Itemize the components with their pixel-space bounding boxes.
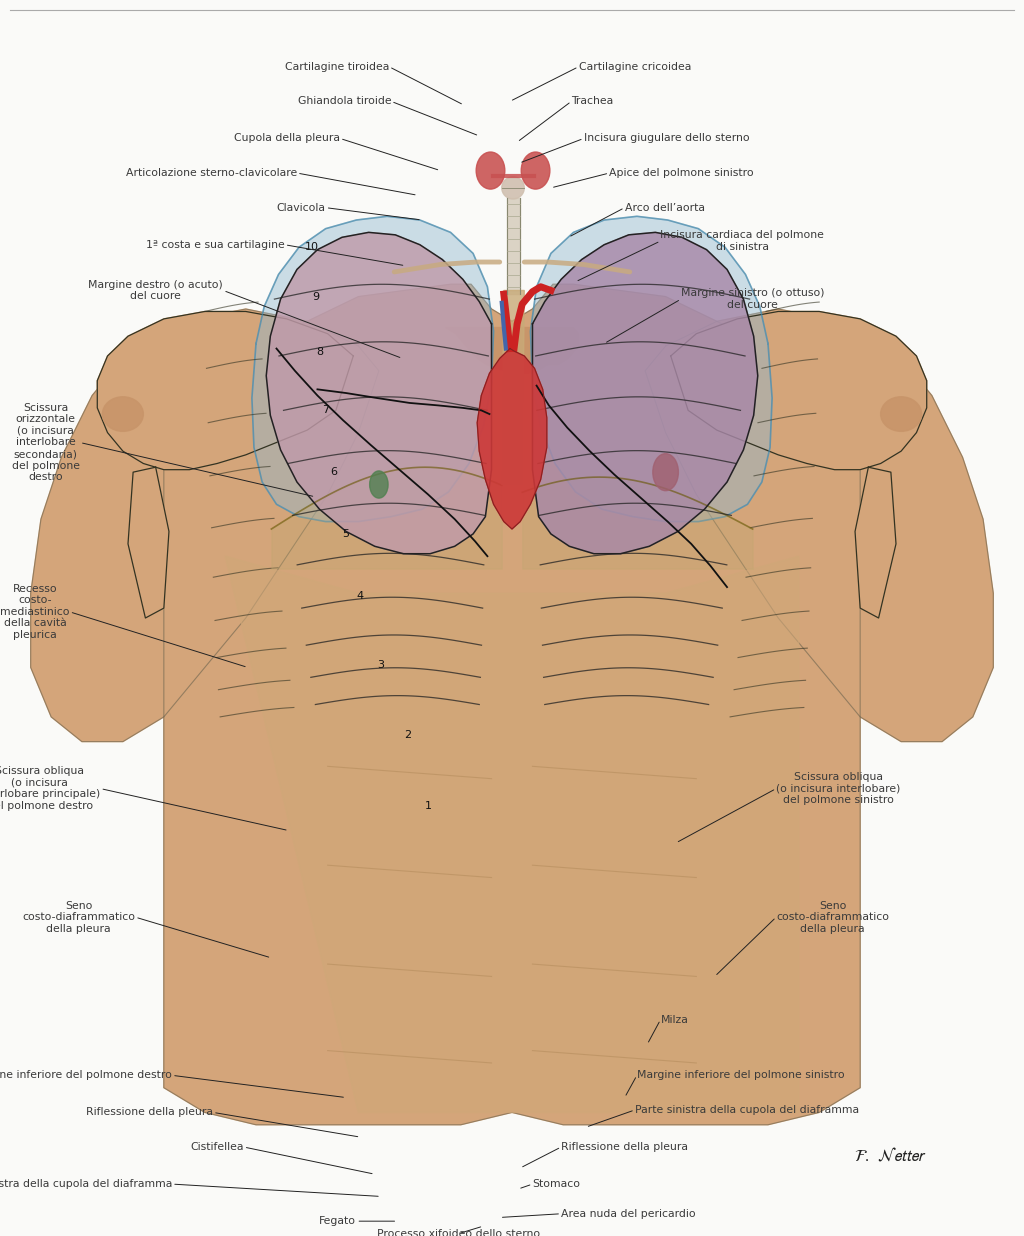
Polygon shape (97, 311, 353, 470)
Text: 1ª costa e sua cartilagine: 1ª costa e sua cartilagine (146, 240, 285, 250)
Text: Trachea: Trachea (571, 96, 613, 106)
Text: Riflessione della pleura: Riflessione della pleura (561, 1142, 688, 1152)
Ellipse shape (881, 397, 922, 431)
Text: Articolazione sterno-clavicolare: Articolazione sterno-clavicolare (126, 168, 297, 178)
Text: Fegato: Fegato (319, 1216, 356, 1226)
Text: Scissura obliqua
(o incisura
interlobare principale)
del polmone destro: Scissura obliqua (o incisura interlobare… (0, 766, 100, 811)
Text: 3: 3 (378, 660, 384, 670)
Text: 8: 8 (316, 347, 323, 357)
Text: 7: 7 (323, 405, 329, 415)
Polygon shape (530, 216, 772, 522)
Text: Ghiandola tiroide: Ghiandola tiroide (298, 96, 391, 106)
Polygon shape (855, 467, 896, 618)
Polygon shape (225, 556, 799, 1112)
Text: Processo xifoideo dello sterno: Processo xifoideo dello sterno (377, 1229, 541, 1236)
Polygon shape (477, 349, 547, 529)
Polygon shape (31, 309, 379, 742)
Text: 5: 5 (343, 529, 349, 539)
Text: Clavicola: Clavicola (276, 203, 326, 213)
Text: Recesso
costo-
mediastinico
della cavità
pleurica: Recesso costo- mediastinico della cavità… (0, 583, 70, 640)
Text: Seno
costo-diaframmatico
della pleura: Seno costo-diaframmatico della pleura (776, 901, 889, 933)
Text: 2: 2 (404, 730, 411, 740)
Ellipse shape (476, 152, 505, 189)
Polygon shape (507, 198, 520, 294)
Text: Incisura cardiaca del polmone
di sinistra: Incisura cardiaca del polmone di sinistr… (660, 230, 824, 252)
Polygon shape (164, 284, 860, 1125)
Text: 1: 1 (425, 801, 431, 811)
Text: Scissura obliqua
(o incisura interlobare)
del polmone sinistro: Scissura obliqua (o incisura interlobare… (776, 772, 900, 805)
Polygon shape (671, 311, 927, 470)
Text: $\mathcal{F.\ Netter}$: $\mathcal{F.\ Netter}$ (854, 1147, 928, 1164)
Text: Seno
costo-diaframmatico
della pleura: Seno costo-diaframmatico della pleura (23, 901, 135, 933)
Text: Margine destro (o acuto)
del cuore: Margine destro (o acuto) del cuore (88, 279, 223, 302)
Ellipse shape (502, 177, 524, 199)
Text: Riflessione della pleura: Riflessione della pleura (86, 1107, 213, 1117)
Ellipse shape (521, 152, 550, 189)
Text: 4: 4 (357, 591, 364, 601)
Polygon shape (645, 309, 993, 742)
Text: Parte destra della cupola del diaframma: Parte destra della cupola del diaframma (0, 1179, 172, 1189)
Text: Area nuda del pericardio: Area nuda del pericardio (561, 1209, 695, 1219)
Text: Cartilagine tiroidea: Cartilagine tiroidea (285, 62, 389, 72)
Polygon shape (445, 328, 579, 373)
Text: 9: 9 (312, 292, 318, 302)
Text: Cartilagine cricoidea: Cartilagine cricoidea (579, 62, 691, 72)
Polygon shape (252, 216, 494, 522)
Polygon shape (128, 467, 169, 618)
Ellipse shape (653, 454, 678, 491)
Text: 10: 10 (305, 242, 319, 252)
Text: Cupola della pleura: Cupola della pleura (233, 133, 340, 143)
Polygon shape (532, 232, 758, 554)
Text: Margine inferiore del polmone destro: Margine inferiore del polmone destro (0, 1070, 172, 1080)
Ellipse shape (370, 471, 388, 498)
Polygon shape (502, 290, 524, 485)
Text: Cistifellea: Cistifellea (190, 1142, 244, 1152)
Text: Milza: Milza (660, 1015, 688, 1025)
Text: Parte sinistra della cupola del diaframma: Parte sinistra della cupola del diaframm… (635, 1105, 859, 1115)
Text: Arco dell’aorta: Arco dell’aorta (625, 203, 705, 213)
Ellipse shape (102, 397, 143, 431)
Text: Scissura
orizzontale
(o incisura
interlobare
secondaria)
del polmone
destro: Scissura orizzontale (o incisura interlo… (12, 403, 80, 482)
Text: Stomaco: Stomaco (532, 1179, 581, 1189)
Polygon shape (266, 232, 492, 554)
Text: Margine sinistro (o ottuso)
del cuore: Margine sinistro (o ottuso) del cuore (681, 288, 824, 310)
Text: Margine inferiore del polmone sinistro: Margine inferiore del polmone sinistro (637, 1070, 845, 1080)
Text: 6: 6 (331, 467, 337, 477)
Text: Incisura giugulare dello sterno: Incisura giugulare dello sterno (584, 133, 750, 143)
Text: Apice del polmone sinistro: Apice del polmone sinistro (609, 168, 754, 178)
